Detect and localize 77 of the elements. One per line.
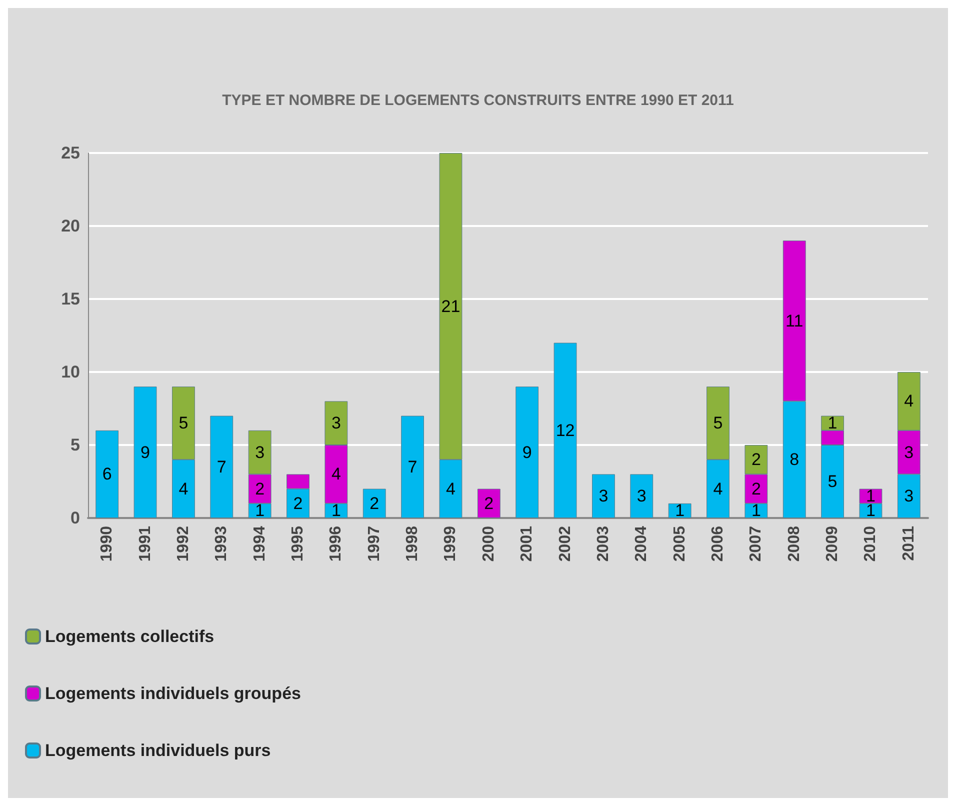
x-tick-label: 2007 [748, 526, 765, 562]
bar [630, 474, 654, 518]
data-label: 3 [904, 442, 914, 462]
y-tick-label: 25 [61, 144, 80, 162]
data-label: 3 [636, 486, 646, 506]
x-tick-label: 1991 [136, 526, 154, 562]
y-tick-label: 15 [61, 290, 80, 308]
data-label: 2 [370, 494, 380, 513]
x-tick-label: 2000 [480, 526, 498, 562]
bar [516, 386, 539, 518]
x-tick-label: 1990 [98, 526, 116, 562]
data-label: 12 [556, 420, 575, 440]
data-label: 1 [866, 501, 876, 520]
data-label: 2 [751, 479, 761, 498]
x-tick-label: 2011 [900, 526, 918, 561]
bar [477, 488, 500, 518]
y-tick-label: 0 [70, 508, 80, 528]
x-tick-label: 2005 [671, 526, 688, 562]
data-label: 7 [408, 457, 418, 476]
data-label: 5 [178, 414, 188, 433]
x-tick-label: 1997 [366, 526, 383, 562]
data-label: 4 [331, 464, 341, 484]
x-tick-label: 2010 [862, 526, 880, 562]
data-label: 9 [140, 442, 150, 462]
data-label: 9 [522, 442, 532, 462]
data-label: 1 [255, 501, 265, 520]
data-label: 4 [178, 479, 188, 498]
data-label: 1 [751, 501, 761, 520]
data-label: 21 [441, 296, 460, 316]
x-tick-label: 2003 [594, 526, 612, 562]
data-label: 5 [828, 472, 838, 491]
x-tick-label: 2009 [824, 526, 842, 562]
y-tick-label: 10 [61, 362, 80, 382]
data-label: 3 [598, 486, 608, 506]
data-label: 2 [751, 450, 761, 470]
data-label: 4 [713, 479, 723, 498]
bar [96, 430, 119, 518]
legend-label: Logements individuels purs [45, 741, 271, 760]
data-label: 4 [904, 392, 914, 411]
x-tick-label: 2006 [710, 526, 726, 562]
data-label: 11 [786, 311, 804, 330]
x-tick-label: 1994 [251, 526, 268, 562]
bar [362, 488, 386, 518]
x-tick-label: 2002 [556, 526, 574, 562]
x-tick-label: 1995 [290, 526, 306, 562]
data-label: 6 [102, 464, 112, 484]
x-tick-label: 2004 [633, 526, 650, 562]
x-tick-label: 1996 [328, 526, 345, 562]
legend-label: Logements collectifs [45, 627, 214, 646]
x-tick-label: 2008 [786, 526, 803, 562]
data-label: 1 [828, 414, 838, 433]
data-label: 4 [446, 479, 456, 498]
data-label: 7 [216, 457, 226, 476]
data-label: 2 [255, 479, 265, 498]
y-tick-label: 20 [61, 216, 80, 236]
x-tick-label: 2001 [518, 526, 536, 562]
legend-label: Logements individuels groupés [45, 684, 301, 703]
chart-title: TYPE ET NOMBRE DE LOGEMENTS CONSTRUITS ENTRE 1990 ET 2011 [222, 92, 734, 109]
bar [134, 386, 157, 518]
data-label: 3 [255, 442, 265, 462]
x-tick-label: 1999 [442, 526, 460, 562]
bar [210, 416, 234, 518]
data-label: 2 [484, 494, 494, 513]
data-label: 2 [293, 494, 303, 513]
x-tick-label: 1992 [174, 526, 192, 562]
bar [592, 474, 615, 518]
data-label: 1 [675, 501, 685, 520]
bar [554, 342, 577, 518]
x-tick-label: 1993 [213, 526, 230, 562]
data-label: 1 [331, 501, 341, 520]
bar [401, 416, 424, 518]
data-label: 5 [713, 414, 723, 433]
data-label: 3 [331, 414, 341, 433]
y-tick-label: 5 [70, 436, 80, 454]
x-tick-label: 1998 [404, 526, 422, 562]
data-label: 8 [790, 450, 800, 470]
data-label: 3 [904, 486, 914, 506]
